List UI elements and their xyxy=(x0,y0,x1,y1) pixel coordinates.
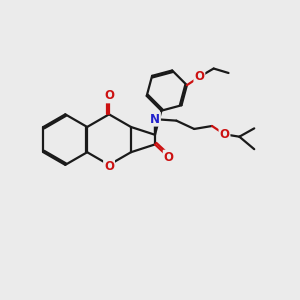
Text: N: N xyxy=(150,113,160,126)
Text: O: O xyxy=(104,160,114,173)
Text: O: O xyxy=(164,151,174,164)
Text: O: O xyxy=(220,128,230,141)
Text: O: O xyxy=(104,89,114,102)
Text: O: O xyxy=(194,70,204,83)
